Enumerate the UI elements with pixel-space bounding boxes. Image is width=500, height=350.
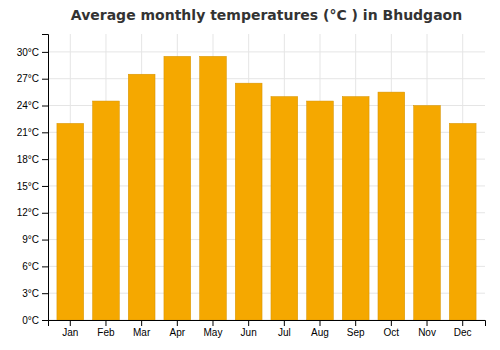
tick-label: Jul — [278, 327, 291, 338]
bar — [235, 83, 262, 320]
tick-label: 30°C — [17, 47, 39, 58]
bar — [57, 123, 84, 320]
tick: Jun — [241, 320, 257, 338]
tick-mark — [42, 159, 48, 160]
tick: Feb — [97, 320, 115, 338]
tick-mark — [212, 320, 213, 326]
tick: Nov — [418, 320, 436, 338]
tick-label: 27°C — [17, 73, 39, 84]
tick-mark — [42, 79, 48, 80]
tick-label: Nov — [418, 327, 436, 338]
grid-line — [48, 78, 485, 79]
tick: Apr — [170, 320, 186, 338]
tick-label: 18°C — [17, 154, 39, 165]
bar — [378, 92, 405, 320]
tick-mark — [177, 320, 178, 326]
tick-label: Jan — [62, 327, 78, 338]
tick-label: 6°C — [22, 261, 39, 272]
tick: 27°C — [17, 73, 48, 84]
tick-mark — [141, 320, 142, 326]
tick-mark — [42, 213, 48, 214]
bar — [164, 56, 191, 320]
tick-mark — [42, 240, 48, 241]
tick: 21°C — [17, 127, 48, 138]
tick-label: Mar — [133, 327, 151, 338]
tick: 18°C — [17, 154, 48, 165]
tick: May — [204, 320, 223, 338]
grid-line — [48, 51, 485, 52]
bar — [342, 97, 369, 320]
tick: 3°C — [22, 288, 48, 299]
tick: Aug — [311, 320, 329, 338]
tick: Oct — [384, 320, 400, 338]
tick: 12°C — [17, 207, 48, 218]
tick-mark — [284, 320, 285, 326]
tick: 30°C — [17, 47, 48, 58]
axis-line — [42, 35, 49, 321]
tick-mark — [42, 186, 48, 187]
tick-label: Dec — [454, 327, 472, 338]
tick: 15°C — [17, 181, 48, 192]
tick-mark — [42, 132, 48, 133]
tick-mark — [70, 320, 71, 326]
axis-line — [49, 321, 486, 327]
x-axis: Jan Feb Mar Apr May Jun Jul Aug Sep Oct Nov Dec — [49, 320, 486, 338]
tick-mark — [42, 52, 48, 53]
title: Average monthly temperatures (°C ) in Bh… — [71, 7, 462, 23]
bar — [128, 74, 155, 320]
tick-mark — [42, 266, 48, 267]
tick-mark — [355, 320, 356, 326]
bar — [93, 101, 120, 320]
tick: Sep — [347, 320, 365, 338]
plot: Jan Feb Mar Apr May Jun Jul Aug Sep Oct Nov Dec 0°C 3… — [17, 34, 486, 338]
tick: Mar — [133, 320, 151, 338]
tick-label: 21°C — [17, 127, 39, 138]
tick: 0°C — [22, 315, 48, 326]
tick-label: Apr — [170, 327, 186, 338]
tick-label: Sep — [347, 327, 365, 338]
bar — [307, 101, 334, 320]
tick-label: Feb — [97, 327, 115, 338]
tick-mark — [42, 320, 48, 321]
tick-label: 9°C — [22, 234, 39, 245]
tick-mark — [42, 106, 48, 107]
grid — [48, 34, 485, 320]
tick-mark — [105, 320, 106, 326]
tick-label: Oct — [384, 327, 400, 338]
tick-label: 0°C — [22, 315, 39, 326]
tick-label: Jun — [241, 327, 257, 338]
tick-label: 3°C — [22, 288, 39, 299]
tick: 24°C — [17, 100, 48, 111]
tick: 9°C — [22, 234, 48, 245]
tick-mark — [248, 320, 249, 326]
tick-label: 12°C — [17, 207, 39, 218]
tick-mark — [462, 320, 463, 326]
bars — [57, 56, 476, 320]
bar — [271, 97, 298, 320]
tick-label: Aug — [311, 327, 329, 338]
chart: Average monthly temperatures (°C ) in Bh… — [0, 0, 500, 350]
tick-label: May — [204, 327, 223, 338]
bar — [449, 123, 476, 320]
bar — [414, 106, 441, 321]
tick-label: 24°C — [17, 100, 39, 111]
tick-mark — [427, 320, 428, 326]
tick-label: 15°C — [17, 181, 39, 192]
tick-mark — [42, 293, 48, 294]
bar — [200, 56, 227, 320]
tick: Jan — [62, 320, 78, 338]
y-axis: 0°C 3°C 6°C 9°C 12°C 15°C 18°C 21°C 24°C 27°C 30°C — [17, 35, 49, 326]
tick: Dec — [454, 320, 472, 338]
tick-mark — [320, 320, 321, 326]
tick: 6°C — [22, 261, 48, 272]
tick: Jul — [278, 320, 291, 338]
tick-mark — [391, 320, 392, 326]
